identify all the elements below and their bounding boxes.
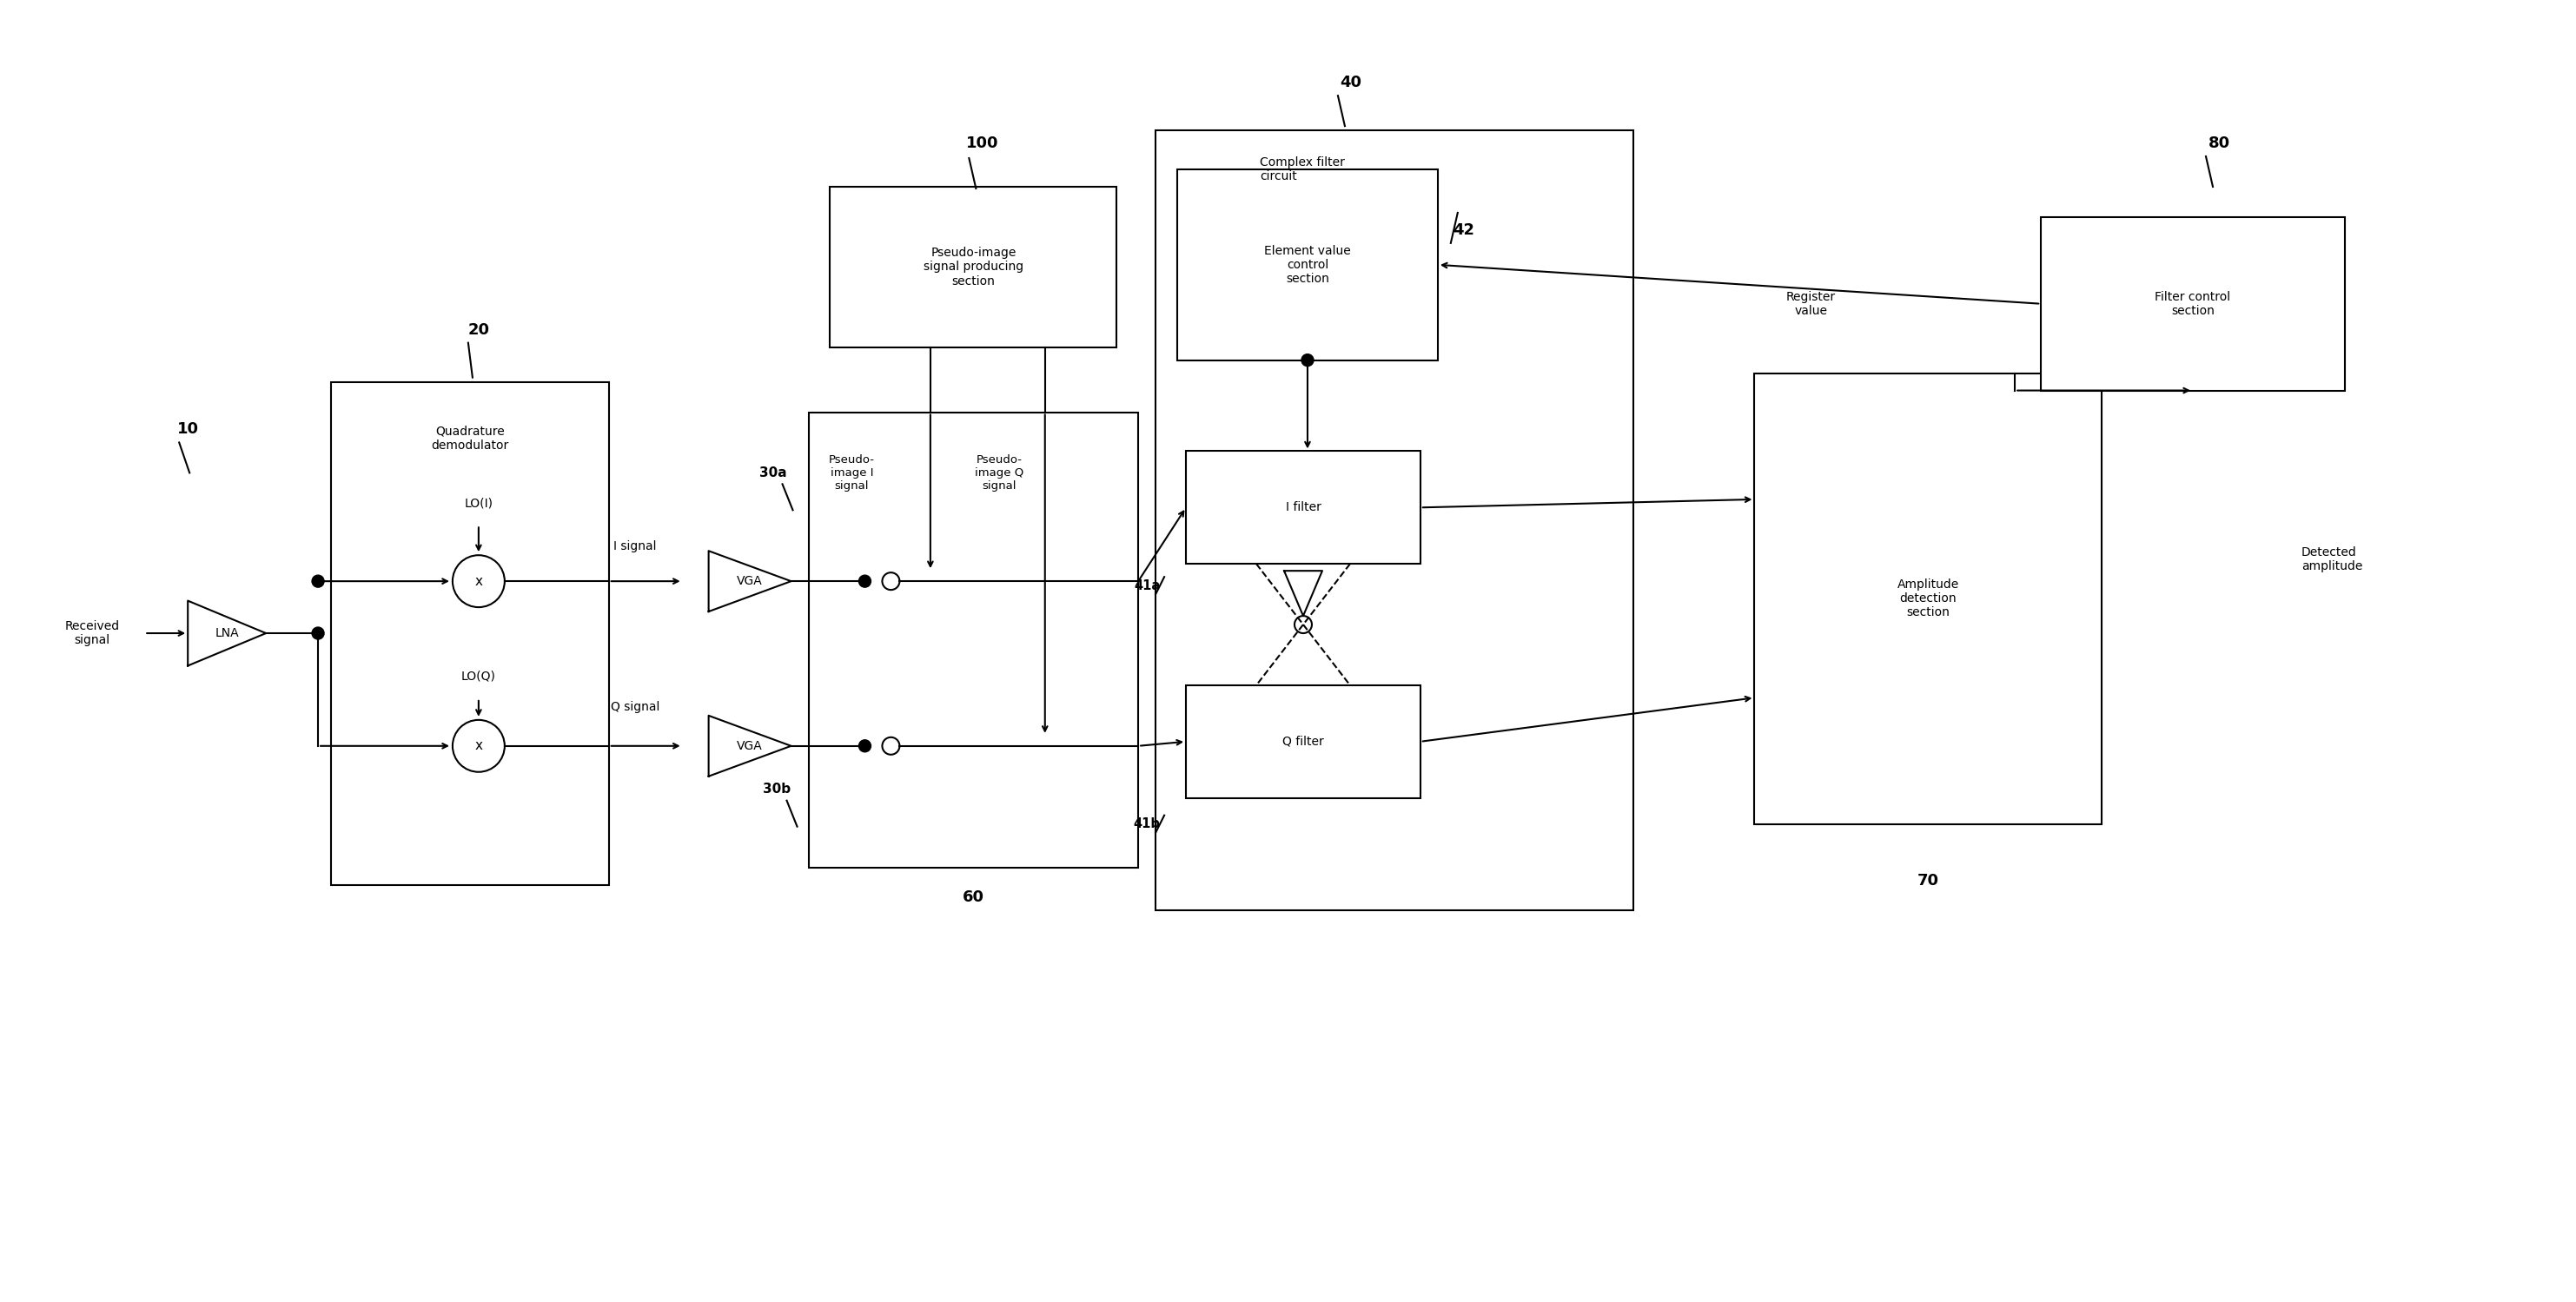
Circle shape <box>1301 354 1314 366</box>
Text: 20: 20 <box>469 322 489 337</box>
Text: Register
value: Register value <box>1785 290 1837 316</box>
Text: Pseudo-image
signal producing
section: Pseudo-image signal producing section <box>922 247 1023 286</box>
Text: LO(Q): LO(Q) <box>461 671 497 682</box>
Text: LNA: LNA <box>214 628 240 639</box>
Text: LO(I): LO(I) <box>464 497 492 509</box>
Text: Detected
amplitude: Detected amplitude <box>2300 547 2362 573</box>
Bar <box>1185 452 1419 564</box>
Text: Amplitude
detection
section: Amplitude detection section <box>1896 578 1960 618</box>
Text: Quadrature
demodulator: Quadrature demodulator <box>430 424 507 452</box>
Circle shape <box>312 628 325 639</box>
Text: Pseudo-
image Q
signal: Pseudo- image Q signal <box>974 454 1023 492</box>
Text: Pseudo-
image I
signal: Pseudo- image I signal <box>829 454 876 492</box>
Text: I filter: I filter <box>1285 501 1321 513</box>
Text: 60: 60 <box>963 889 984 905</box>
Text: VGA: VGA <box>737 575 762 587</box>
Bar <box>809 413 1139 867</box>
Text: 41a: 41a <box>1133 579 1159 592</box>
Bar <box>2040 217 2344 391</box>
Text: 100: 100 <box>966 135 999 151</box>
Text: Filter control
section: Filter control section <box>2156 290 2231 316</box>
Text: Q filter: Q filter <box>1283 736 1324 747</box>
Text: 30a: 30a <box>760 466 786 479</box>
Bar <box>829 186 1115 348</box>
Text: 70: 70 <box>1917 872 1940 888</box>
Text: 80: 80 <box>2208 135 2231 151</box>
Bar <box>1157 130 1633 910</box>
Bar <box>1177 169 1437 361</box>
Text: I signal: I signal <box>613 540 657 552</box>
Text: 42: 42 <box>1453 223 1473 238</box>
Bar <box>1185 685 1419 798</box>
Text: x: x <box>474 740 482 753</box>
Text: Received
signal: Received signal <box>64 620 118 646</box>
Text: 30b: 30b <box>762 783 791 796</box>
Bar <box>1754 374 2102 824</box>
Text: Element value
control
section: Element value control section <box>1265 245 1350 285</box>
Text: x: x <box>474 574 482 587</box>
Circle shape <box>858 575 871 587</box>
Text: 40: 40 <box>1340 76 1363 91</box>
Text: 41b: 41b <box>1133 818 1159 831</box>
Text: Complex filter
circuit: Complex filter circuit <box>1260 156 1345 182</box>
Circle shape <box>858 740 871 753</box>
Circle shape <box>312 575 325 587</box>
Text: Q signal: Q signal <box>611 700 659 713</box>
Bar <box>332 381 608 884</box>
Text: VGA: VGA <box>737 740 762 753</box>
Text: 10: 10 <box>178 422 198 437</box>
